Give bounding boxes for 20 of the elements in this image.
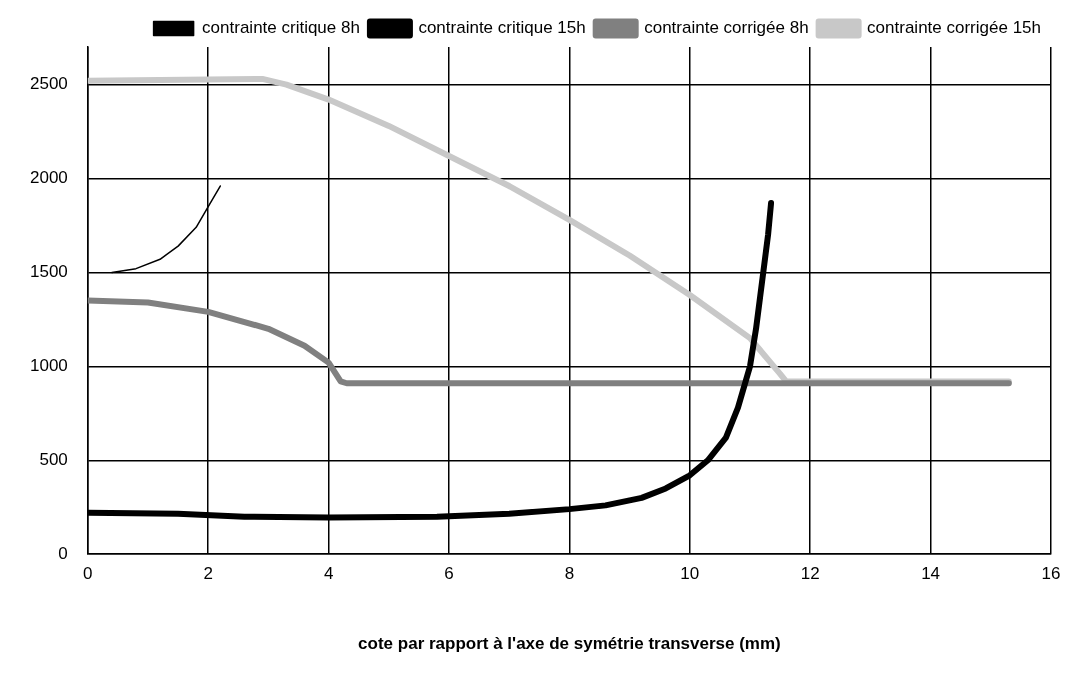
- legend-label: contrainte corrigée 8h: [644, 18, 809, 38]
- legend-label: contrainte critique 8h: [202, 18, 360, 38]
- y-tick-label: 1000: [29, 356, 68, 376]
- x-tick-label: 16: [1041, 564, 1061, 584]
- y-tick-label: 2500: [29, 74, 68, 94]
- y-tick-label: 1500: [29, 262, 68, 282]
- x-tick-label: 8: [564, 564, 575, 584]
- x-axis-title: cote par rapport à l'axe de symétrie transverse (mm): [358, 634, 781, 654]
- x-tick-label: 0: [83, 564, 93, 584]
- x-tick-label: 12: [800, 564, 820, 584]
- x-tick-label: 4: [323, 564, 334, 584]
- legend-label: contrainte critique 15h: [418, 18, 586, 38]
- x-tick-label: 10: [680, 564, 700, 584]
- x-tick-label: 2: [203, 564, 213, 584]
- legend-label: contrainte corrigée 15h: [867, 18, 1042, 38]
- x-tick-label: 6: [444, 564, 454, 584]
- y-tick-label: 500: [39, 449, 68, 469]
- y-tick-label: 2000: [29, 168, 68, 188]
- y-tick-label: 0: [58, 543, 68, 563]
- x-tick-label: 14: [921, 564, 941, 584]
